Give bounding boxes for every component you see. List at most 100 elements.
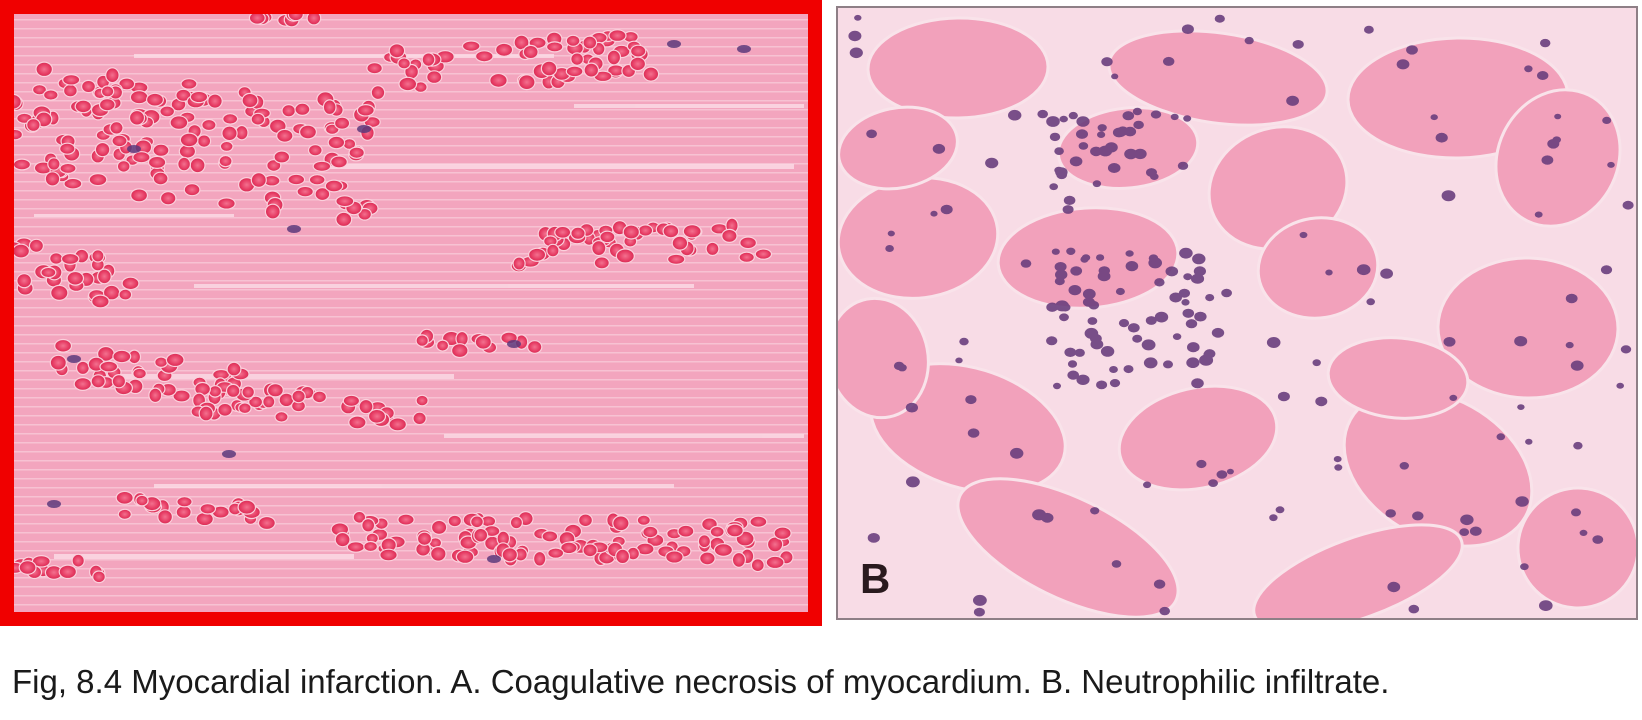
red-blood-cell — [582, 35, 598, 50]
neutrophil-nucleus — [1622, 200, 1634, 210]
red-blood-cell — [91, 249, 105, 263]
red-blood-cell — [54, 338, 73, 353]
red-blood-cell — [296, 185, 314, 198]
neutrophil-nucleus — [1364, 25, 1374, 34]
neutrophil-nucleus — [1109, 379, 1121, 388]
neutrophil-nucleus — [1517, 404, 1525, 410]
neutrophil-nucleus — [1153, 579, 1166, 589]
neutrophil-nucleus — [1211, 327, 1225, 338]
red-blood-cell — [622, 224, 641, 240]
red-blood-cell — [726, 523, 744, 538]
neutrophil-nucleus — [1221, 288, 1232, 298]
red-blood-cell — [699, 551, 716, 566]
red-blood-cell — [327, 135, 346, 150]
red-blood-cell — [379, 548, 398, 562]
nucleus — [487, 555, 501, 563]
red-blood-cell — [157, 509, 174, 525]
red-blood-cell — [474, 334, 492, 350]
neutrophil-nucleus — [1205, 294, 1215, 302]
red-blood-cell — [705, 241, 720, 257]
neutrophil-nucleus — [1118, 319, 1130, 328]
neutrophil-nucleus — [1181, 24, 1194, 34]
red-blood-cell — [217, 197, 236, 210]
neutrophil-nucleus — [1191, 378, 1204, 389]
neutrophil-nucleus — [1097, 271, 1111, 282]
red-blood-cell — [322, 99, 337, 116]
red-blood-cell — [352, 510, 367, 524]
red-blood-cell — [91, 294, 110, 309]
red-blood-cell — [248, 14, 266, 25]
red-blood-cell — [14, 128, 23, 141]
red-blood-cell — [14, 93, 22, 110]
red-blood-cell — [335, 195, 355, 208]
red-blood-cell — [739, 236, 757, 250]
neutrophil-nucleus — [1570, 360, 1584, 371]
neutrophil-nucleus — [1041, 512, 1054, 523]
neutrophil-nucleus — [1163, 56, 1175, 66]
neutrophil-nucleus — [1125, 261, 1139, 272]
red-blood-cell — [765, 555, 785, 570]
red-blood-cell — [132, 151, 151, 164]
neutrophil-nucleus — [1356, 264, 1371, 276]
red-blood-cell — [335, 211, 353, 228]
neutrophil-nucleus — [1054, 166, 1064, 174]
neutrophil-nucleus — [1181, 299, 1190, 306]
red-blood-cell — [312, 160, 332, 172]
red-blood-cell — [570, 52, 584, 66]
red-blood-cell — [334, 116, 351, 130]
nucleus — [47, 500, 61, 508]
red-blood-cell — [165, 352, 185, 368]
neutrophil-nucleus — [1054, 147, 1064, 156]
neutrophil-nucleus — [1177, 161, 1189, 170]
neutrophil-nucleus — [1096, 380, 1108, 390]
red-blood-cell — [172, 389, 191, 403]
red-blood-cell — [731, 551, 747, 568]
red-blood-cell — [159, 191, 177, 206]
neutrophil-nucleus — [1087, 317, 1098, 325]
neutrophil-nucleus — [1070, 266, 1083, 276]
red-blood-cell — [565, 65, 584, 78]
red-blood-cell — [489, 72, 508, 88]
neutrophil-nucleus — [1122, 111, 1135, 121]
red-blood-cell — [62, 74, 81, 86]
red-blood-cell — [154, 356, 169, 368]
red-blood-cell — [179, 132, 199, 148]
red-blood-cell — [426, 70, 443, 84]
neutrophil-nucleus — [1145, 316, 1157, 325]
red-blood-cell — [274, 411, 289, 423]
neutrophil-nucleus — [1515, 496, 1529, 507]
neutrophil-nucleus — [1049, 183, 1058, 191]
neutrophil-nucleus — [973, 607, 985, 617]
red-blood-cell — [450, 343, 469, 359]
neutrophil-nucleus — [1101, 57, 1113, 67]
neutrophil-nucleus — [1380, 268, 1393, 279]
red-blood-cell — [99, 360, 119, 373]
neutrophil-nucleus — [1082, 288, 1096, 300]
red-blood-cell — [560, 541, 578, 555]
neutrophil-nucleus — [1565, 341, 1574, 349]
red-blood-cell — [94, 141, 111, 158]
neutrophil-nucleus — [1154, 278, 1165, 287]
neutrophil-nucleus — [1115, 287, 1125, 296]
neutrophil-nucleus — [1430, 114, 1438, 121]
nucleus — [287, 225, 301, 233]
red-blood-cell — [201, 118, 217, 132]
red-blood-cell — [281, 103, 296, 118]
red-blood-cell — [189, 157, 206, 174]
red-blood-cell — [225, 383, 241, 398]
red-blood-cell — [636, 514, 651, 526]
neutrophil-nucleus — [1051, 248, 1060, 255]
neutrophil-nucleus — [1275, 506, 1285, 514]
neutrophil-nucleus — [1090, 507, 1100, 515]
red-blood-cell — [312, 390, 328, 404]
neutrophil-nucleus — [1385, 509, 1396, 518]
neutrophil-nucleus — [897, 364, 907, 372]
red-blood-cell — [129, 90, 149, 105]
nucleus — [67, 355, 81, 363]
neutrophil-nucleus — [1406, 45, 1418, 55]
neutrophil-nucleus — [1408, 604, 1420, 614]
neutrophil-nucleus — [1571, 508, 1581, 517]
red-blood-cell — [63, 177, 83, 190]
neutrophil-nucleus — [1441, 190, 1456, 202]
neutrophil-nucleus — [1172, 333, 1182, 340]
